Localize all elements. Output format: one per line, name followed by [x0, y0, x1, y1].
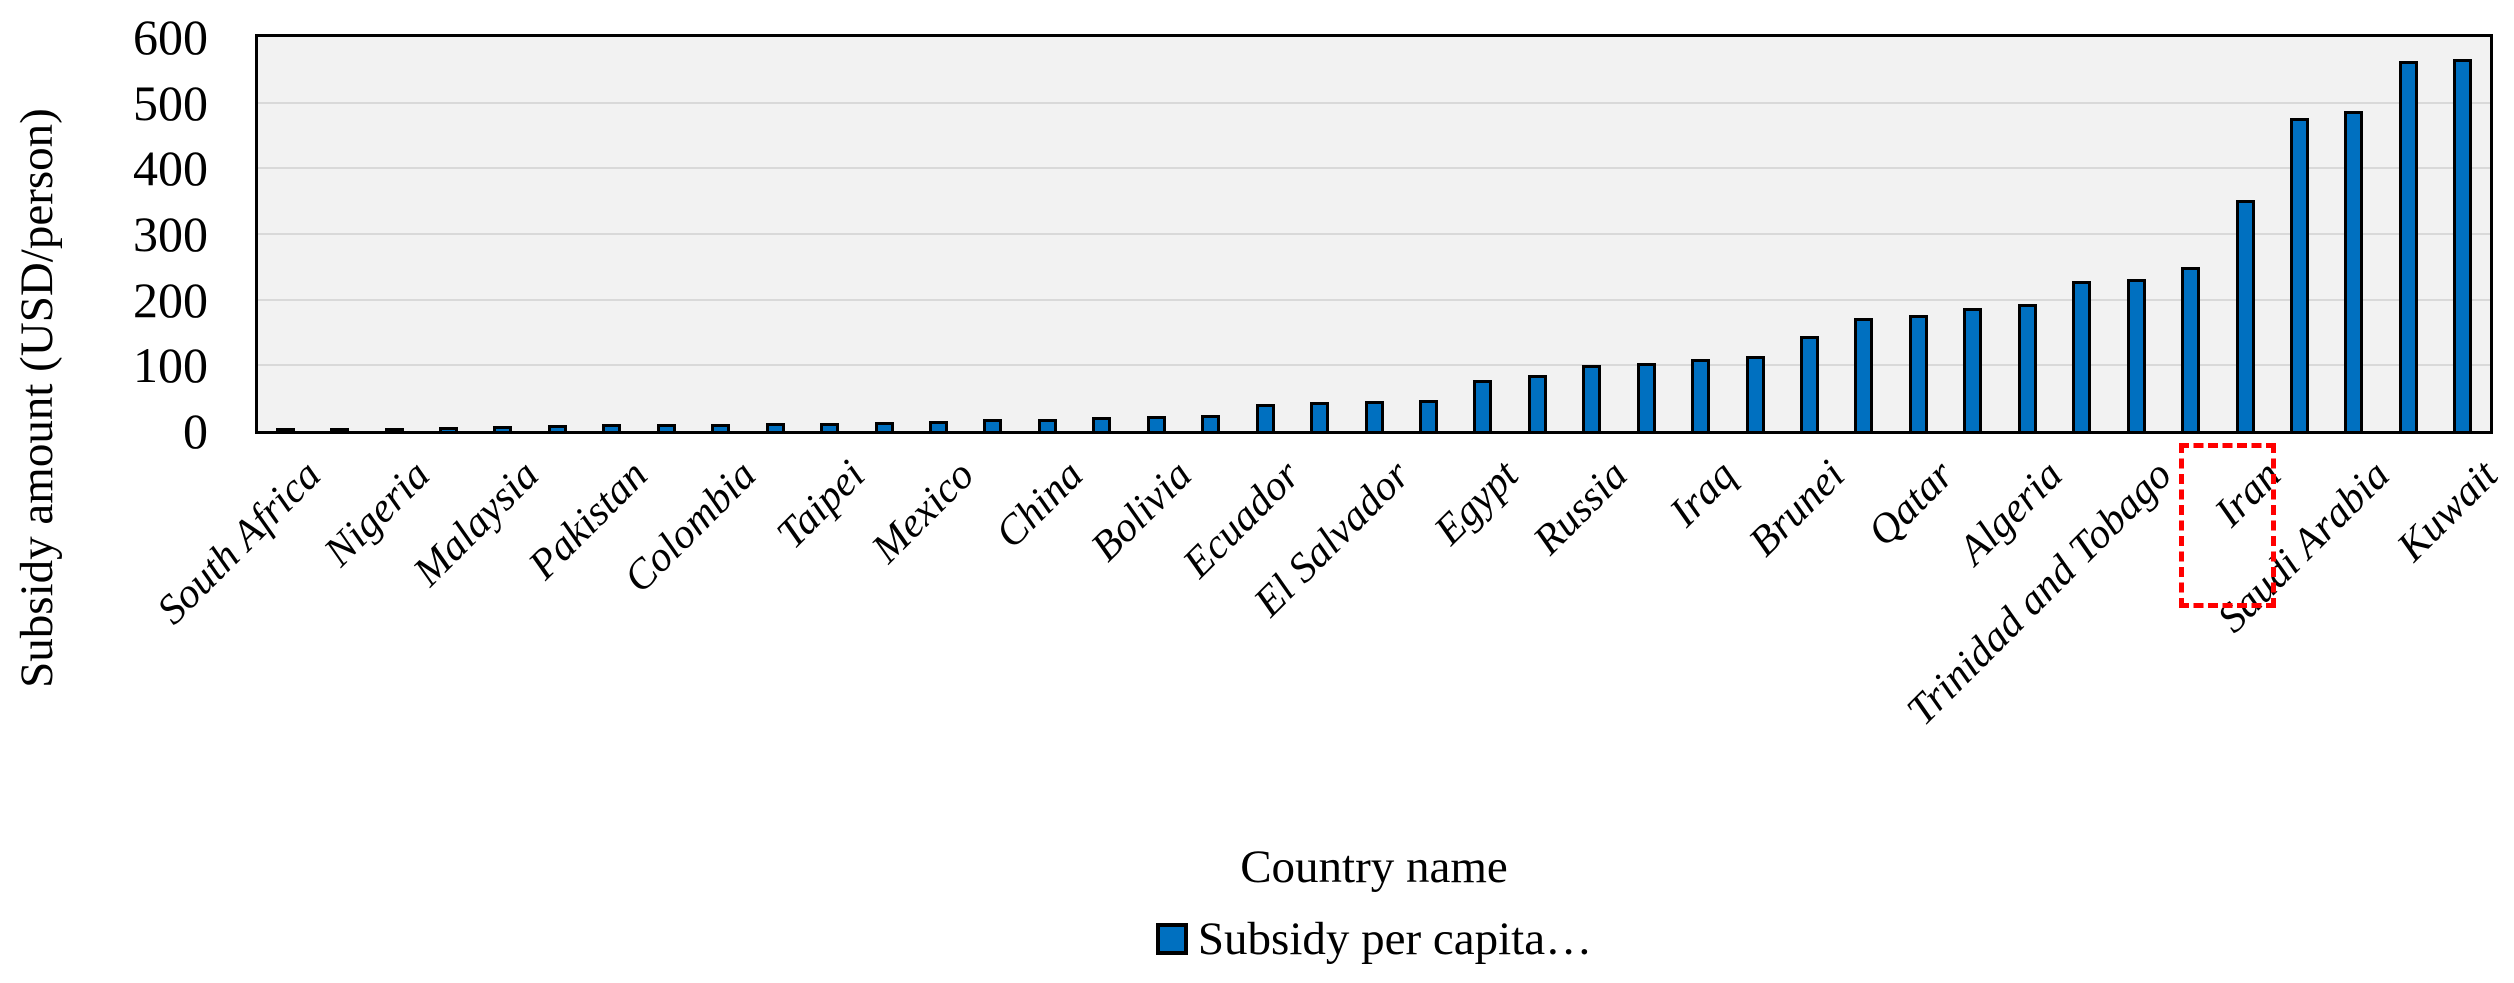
bar-egypt — [1473, 380, 1493, 431]
bar-unlabeled-8 — [656, 424, 676, 431]
category-label-kuwait: Kuwait — [2388, 452, 2508, 571]
gridline-200 — [258, 298, 2490, 301]
category-label-iraq: Iraq — [1661, 452, 1746, 536]
bar-china — [1037, 418, 1057, 431]
gridline-100 — [258, 364, 2490, 367]
bar-unlabeled-2 — [330, 428, 350, 431]
y-tick-label-0: 0 — [183, 403, 208, 459]
bar-unlabeled-26 — [1636, 363, 1656, 431]
bar-unlabeled-20 — [1310, 402, 1330, 431]
gridline-500 — [258, 101, 2490, 104]
bar-qatar — [1908, 315, 1928, 431]
legend-series-label: Subsidy per capita… — [1197, 913, 1593, 965]
bar-nigeria — [384, 427, 404, 431]
bar-unlabeled-10 — [765, 423, 785, 431]
legend: Subsidy per capita… — [255, 912, 2493, 966]
category-label-russia: Russia — [1524, 452, 1637, 564]
bar-unlabeled-16 — [1092, 417, 1112, 431]
bar-mexico — [928, 420, 948, 431]
bar-bolivia — [1146, 415, 1166, 431]
bar-iran — [2235, 199, 2255, 431]
bar-kuwait — [2453, 59, 2473, 431]
bar-unlabeled-30 — [1854, 318, 1874, 431]
bar-unlabeled-14 — [983, 419, 1003, 431]
bar-south-africa — [275, 428, 295, 431]
bar-ecuador — [1255, 404, 1275, 431]
bar-unlabeled-32 — [1963, 307, 1983, 431]
bar-unlabeled-40 — [2398, 60, 2418, 431]
category-label-china: China — [986, 452, 1092, 558]
bar-unlabeled-34 — [2072, 281, 2092, 431]
bar-unlabeled-36 — [2181, 266, 2201, 431]
category-label-south-africa: South Africa — [148, 452, 330, 634]
bar-unlabeled-12 — [874, 421, 894, 431]
y-tick-label-600: 600 — [133, 9, 208, 65]
category-label-mexico: Mexico — [863, 452, 984, 572]
bar-unlabeled-38 — [2289, 117, 2309, 431]
bar-el-salvador — [1364, 401, 1384, 431]
y-tick-label-100: 100 — [133, 337, 208, 394]
y-tick-label-300: 300 — [133, 206, 208, 262]
bar-pakistan — [602, 424, 622, 431]
bar-colombia — [711, 423, 731, 431]
category-label-qatar: Qatar — [1859, 452, 1963, 556]
bar-iraq — [1691, 358, 1711, 431]
bar-malaysia — [493, 426, 513, 431]
bar-unlabeled-28 — [1745, 356, 1765, 431]
bar-algeria — [2017, 304, 2037, 431]
gridline-400 — [258, 167, 2490, 170]
bar-russia — [1582, 365, 1602, 431]
plot-area — [255, 34, 2493, 434]
y-tick-label-200: 200 — [133, 271, 208, 328]
bar-unlabeled-6 — [547, 425, 567, 431]
bar-unlabeled-4 — [439, 427, 459, 431]
bar-brunei — [1800, 336, 1819, 431]
bar-unlabeled-18 — [1201, 414, 1221, 431]
y-tick-label-500: 500 — [133, 74, 208, 131]
bar-saudi-arabia — [2344, 111, 2364, 431]
legend-color-swatch-icon — [1155, 923, 1188, 955]
bar-taipei — [820, 423, 840, 431]
category-label-taipei: Taipei — [768, 452, 875, 558]
bar-unlabeled-24 — [1527, 375, 1547, 431]
plot-inner — [258, 37, 2490, 431]
iran-highlight-box — [2179, 443, 2277, 608]
x-axis-title: Country name — [1240, 841, 1508, 893]
bar-trinidad-and-tobago — [2126, 279, 2146, 431]
y-tick-label-400: 400 — [133, 140, 208, 197]
category-label-brunei: Brunei — [1740, 452, 1855, 566]
bar-unlabeled-22 — [1418, 400, 1438, 431]
gridline-300 — [258, 233, 2490, 235]
category-label-egypt: Egypt — [1425, 452, 1528, 554]
